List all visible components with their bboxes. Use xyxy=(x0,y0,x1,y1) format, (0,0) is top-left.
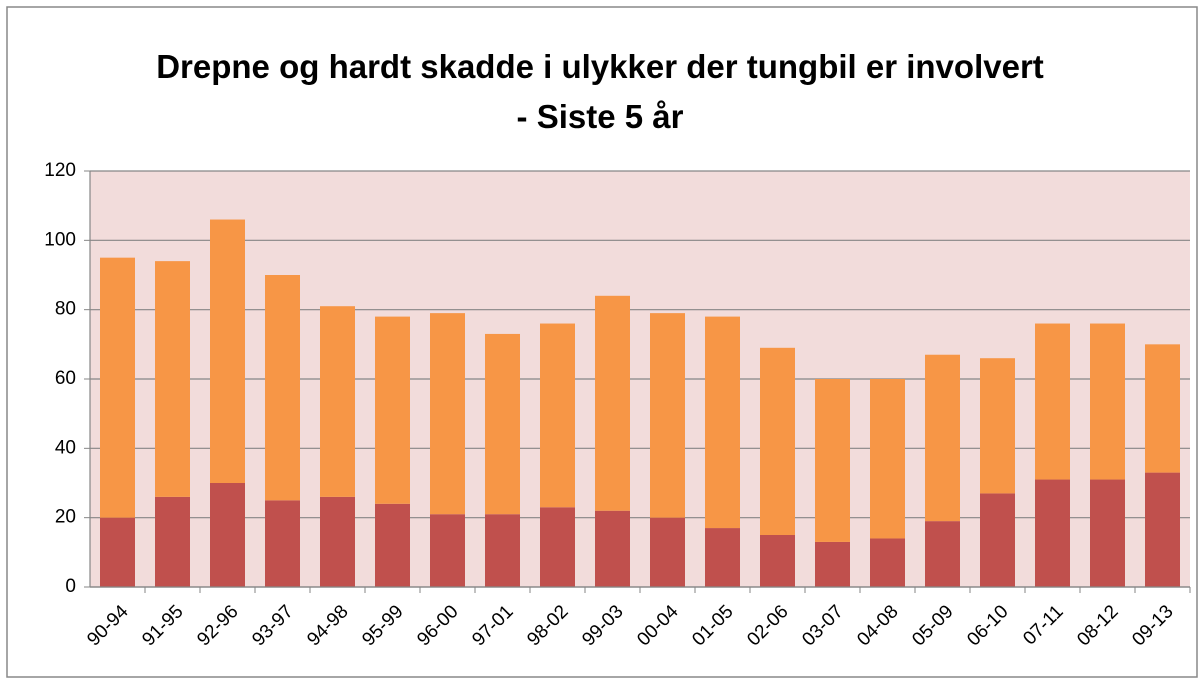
bar-segment xyxy=(1035,479,1070,587)
y-tick-label: 120 xyxy=(44,160,76,181)
bar-segment xyxy=(925,521,960,587)
chart-title: Drepne og hardt skadde i ulykker der tun… xyxy=(156,48,1044,135)
bar-segment xyxy=(1035,323,1070,480)
bar-segment xyxy=(375,503,410,587)
bar-segment xyxy=(485,333,520,515)
bar-segment xyxy=(100,257,135,518)
bar-segment xyxy=(1145,344,1180,473)
y-tick-label: 60 xyxy=(55,368,76,389)
bar-segment xyxy=(705,316,740,529)
bar-segment xyxy=(375,316,410,504)
bar-segment xyxy=(650,517,685,587)
bar-segment xyxy=(155,496,190,587)
bar-segment xyxy=(760,347,795,535)
bar-segment xyxy=(485,514,520,587)
bar-segment xyxy=(1090,323,1125,480)
y-tick-label: 100 xyxy=(44,229,76,250)
bar-segment xyxy=(430,514,465,587)
y-tick-label: 0 xyxy=(65,576,76,597)
bar-segment xyxy=(540,323,575,508)
bar-segment xyxy=(595,510,630,587)
bar-segment xyxy=(320,496,355,587)
bar-segment xyxy=(815,541,850,587)
bar-segment xyxy=(540,507,575,587)
bar-segment xyxy=(815,379,850,542)
bar-segment xyxy=(100,517,135,587)
y-tick-label: 20 xyxy=(55,507,76,528)
bar-segment xyxy=(980,358,1015,494)
bar-segment xyxy=(870,538,905,587)
y-tick-label: 80 xyxy=(55,299,76,320)
bar-segment xyxy=(650,313,685,518)
bar-segment xyxy=(210,219,245,484)
bar-segment xyxy=(1145,472,1180,587)
bar-segment xyxy=(320,306,355,497)
bar-segment xyxy=(430,313,465,515)
y-tick-label: 40 xyxy=(55,437,76,458)
bar-segment xyxy=(210,483,245,587)
bar-segment xyxy=(705,528,740,587)
bar-segment xyxy=(265,275,300,501)
bar-segment xyxy=(595,295,630,511)
bar-segment xyxy=(1090,479,1125,587)
bar-segment xyxy=(265,500,300,587)
bar-segment xyxy=(760,535,795,587)
bar-segment xyxy=(980,493,1015,587)
bar-segment xyxy=(925,354,960,522)
bar-segment xyxy=(870,379,905,539)
bar-segment xyxy=(155,261,190,497)
